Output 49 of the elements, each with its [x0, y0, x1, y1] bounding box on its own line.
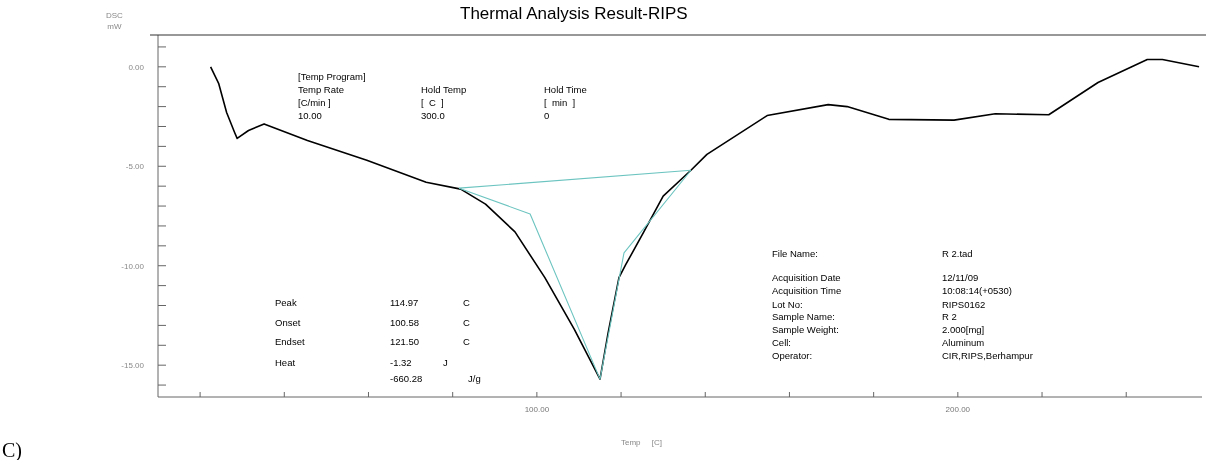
- annotation: [ min ]: [544, 97, 576, 108]
- y-tick-label: 0.00: [128, 62, 145, 72]
- annotation: 100.58: [390, 317, 420, 328]
- annotation: Hold Temp: [421, 84, 467, 95]
- x-tick-label: 100.00: [524, 404, 550, 414]
- annotation: R 2: [942, 311, 957, 322]
- annotation: Sample Name:: [772, 311, 835, 322]
- x-tick-label: 200.00: [945, 404, 971, 414]
- annotation: Cell:: [772, 337, 792, 348]
- annotation: RIPS0162: [942, 299, 986, 310]
- chart-title: Thermal Analysis Result-RIPS: [460, 4, 688, 24]
- annotation: [ C ]: [421, 97, 444, 108]
- y-tick-label: -10.00: [121, 261, 145, 271]
- annotation: C: [463, 336, 470, 347]
- y-axis-title: DSC mW: [106, 10, 123, 32]
- annotation: 12/11/09: [942, 272, 979, 283]
- annotation: J/g: [468, 373, 481, 384]
- annotation: Acquisition Time: [772, 285, 842, 296]
- annotation: 2.000[mg]: [942, 324, 985, 335]
- x-axis-title: Temp [C]: [621, 438, 662, 447]
- annotation: -1.32: [390, 357, 412, 368]
- annotation: Lot No:: [772, 299, 803, 310]
- annotation: File Name:: [772, 248, 818, 259]
- annotation: -660.28: [390, 373, 423, 384]
- annotation: 121.50: [390, 336, 420, 347]
- annotation: Onset: [275, 317, 301, 328]
- annotation: 10.00: [298, 110, 322, 121]
- annotation: Sample Weight:: [772, 324, 839, 335]
- annotation: Temp Rate: [298, 84, 344, 95]
- annotation: Operator:: [772, 350, 813, 361]
- annotation: C: [463, 317, 470, 328]
- y-tick-label: -15.00: [121, 361, 145, 371]
- annotation: Acquisition Date: [772, 272, 841, 283]
- annotation: [C/min ]: [298, 97, 331, 108]
- annotation: Endset: [275, 336, 305, 347]
- annotation: Heat: [275, 357, 296, 368]
- annotation: J: [443, 357, 448, 368]
- annotation: 300.0: [421, 110, 445, 121]
- y-tick-label: -5.00: [125, 162, 145, 172]
- annotation: CIR,RIPS,Berhampur: [942, 350, 1033, 361]
- annotation: Peak: [275, 297, 297, 308]
- annotation: C: [463, 297, 470, 308]
- annotation: Hold Time: [544, 84, 587, 95]
- annotation: 114.97: [390, 297, 419, 308]
- annotation: 10:08:14(+0530): [942, 285, 1012, 296]
- annotation: R 2.tad: [942, 248, 973, 259]
- annotation: [Temp Program]: [298, 71, 366, 82]
- annotation: 0: [544, 110, 550, 121]
- annotation: Aluminum: [942, 337, 985, 348]
